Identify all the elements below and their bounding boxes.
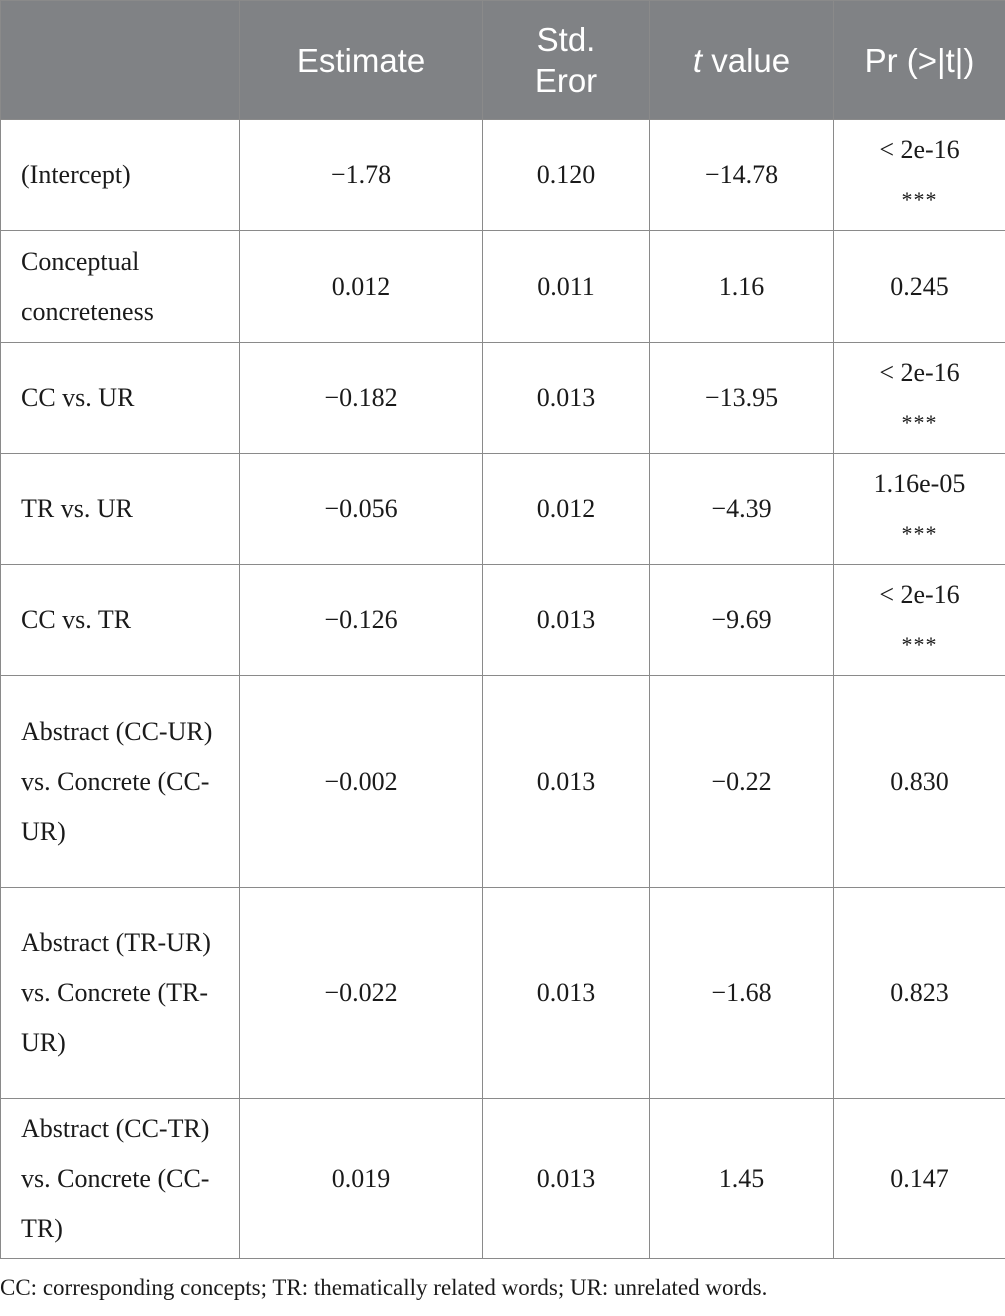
table-header: Estimate Std. Eror t value Pr (>|t|)	[0, 0, 1005, 120]
p-value-text: 1.16e-05	[873, 469, 966, 498]
cell-std-error: 0.013	[482, 887, 650, 1099]
table-row: (Intercept) −1.78 0.120 −14.78 < 2e-16 ***	[0, 119, 1005, 231]
header-t-value: t value	[649, 0, 834, 120]
row-label: CC vs. TR	[0, 564, 240, 676]
p-value-text: 0.245	[890, 271, 949, 301]
cell-t-value: −1.68	[649, 887, 834, 1099]
cell-p-value: < 2e-16 ***	[833, 564, 1005, 676]
header-label	[0, 0, 240, 120]
p-value-text: < 2e-16	[879, 135, 960, 164]
cell-estimate: −0.022	[239, 887, 483, 1099]
table-footnote: CC: corresponding concepts; TR: thematic…	[0, 1275, 768, 1300]
cell-p-value: 1.16e-05 ***	[833, 453, 1005, 565]
cell-std-error: 0.013	[482, 342, 650, 454]
cell-estimate: −0.002	[239, 675, 483, 888]
table-row: CC vs. TR −0.126 0.013 −9.69 < 2e-16 ***	[0, 564, 1005, 676]
cell-std-error: 0.013	[482, 675, 650, 888]
p-value-text: 0.830	[890, 766, 949, 796]
header-row: Estimate Std. Eror t value Pr (>|t|)	[0, 0, 1005, 120]
cell-estimate: 0.019	[239, 1098, 483, 1259]
row-label: Abstract (CC-TR) vs. Concrete (CC-TR)	[0, 1098, 240, 1259]
header-std-error-line2: Eror	[534, 62, 598, 99]
cell-t-value: −0.22	[649, 675, 834, 888]
table-row: Abstract (CC-UR) vs. Concrete (CC-UR) −0.…	[0, 675, 1005, 888]
header-estimate: Estimate	[239, 0, 483, 120]
cell-estimate: −0.056	[239, 453, 483, 565]
cell-t-value: 1.16	[649, 230, 834, 343]
header-t-value-italic: t	[692, 41, 703, 79]
cell-p-value: < 2e-16 ***	[833, 342, 1005, 454]
p-value-text: 0.823	[890, 978, 949, 1007]
row-label: TR vs. UR	[0, 453, 240, 565]
cell-t-value: −9.69	[649, 564, 834, 676]
row-label: Abstract (CC-UR) vs. Concrete (CC-UR)	[0, 675, 240, 888]
cell-p-value: 0.245	[833, 230, 1005, 343]
table-row: Conceptual concreteness 0.012 0.011 1.16 0.2…	[0, 230, 1005, 343]
header-t-value-rest: value	[702, 41, 791, 79]
cell-t-value: −4.39	[649, 453, 834, 565]
table-row: Abstract (TR-UR) vs. Concrete (TR-UR) −0.…	[0, 887, 1005, 1099]
regression-table: Estimate Std. Eror t value Pr (>|t|) (In…	[0, 0, 1005, 1259]
significance-stars: ***	[901, 632, 938, 657]
cell-t-value: −14.78	[649, 119, 834, 231]
table-row: CC vs. UR −0.182 0.013 −13.95 < 2e-16 ***	[0, 342, 1005, 454]
cell-t-value: 1.45	[649, 1098, 834, 1259]
header-p-value: Pr (>|t|)	[833, 0, 1005, 120]
significance-stars: ***	[901, 410, 938, 435]
cell-estimate: −1.78	[239, 119, 483, 231]
cell-p-value: 0.830	[833, 675, 1005, 888]
table-body: (Intercept) −1.78 0.120 −14.78 < 2e-16 *** Con…	[0, 119, 1005, 1259]
row-label: CC vs. UR	[0, 342, 240, 454]
cell-std-error: 0.011	[482, 230, 650, 343]
cell-t-value: −13.95	[649, 342, 834, 454]
significance-stars: ***	[901, 521, 938, 546]
significance-stars: ***	[901, 187, 938, 212]
cell-estimate: −0.126	[239, 564, 483, 676]
p-value-text: < 2e-16	[879, 358, 960, 387]
cell-p-value: < 2e-16 ***	[833, 119, 1005, 231]
cell-estimate: −0.182	[239, 342, 483, 454]
row-label: (Intercept)	[0, 119, 240, 231]
cell-estimate: 0.012	[239, 230, 483, 343]
header-std-error-line1: Std.	[536, 21, 596, 58]
row-label: Conceptual concreteness	[0, 230, 240, 343]
table-row: TR vs. UR −0.056 0.012 −4.39 1.16e-05 ***	[0, 453, 1005, 565]
cell-p-value: 0.147	[833, 1098, 1005, 1259]
p-value-text: 0.147	[890, 1163, 949, 1193]
cell-std-error: 0.012	[482, 453, 650, 565]
cell-std-error: 0.013	[482, 1098, 650, 1259]
row-label: Abstract (TR-UR) vs. Concrete (TR-UR)	[0, 887, 240, 1099]
table-row: Abstract (CC-TR) vs. Concrete (CC-TR) 0.0…	[0, 1098, 1005, 1259]
p-value-text: < 2e-16	[879, 580, 960, 609]
cell-std-error: 0.013	[482, 564, 650, 676]
cell-p-value: 0.823	[833, 887, 1005, 1099]
cell-std-error: 0.120	[482, 119, 650, 231]
header-std-error: Std. Eror	[482, 0, 650, 120]
